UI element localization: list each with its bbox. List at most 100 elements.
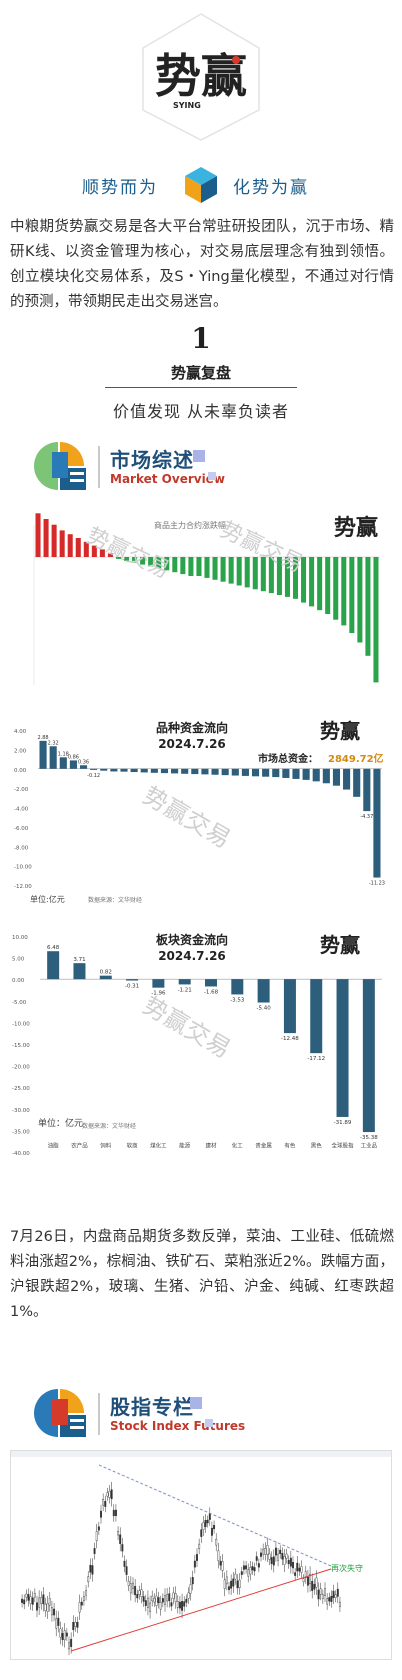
chart3-data-label: -35.38 xyxy=(360,1135,378,1141)
stock-index-header: 股指专栏 Stock Index Futures xyxy=(30,1385,390,1445)
chart1-bar xyxy=(228,557,234,584)
chart3-bar xyxy=(257,979,270,1003)
chart2-bar xyxy=(221,768,229,776)
chart3-category-label: 黑色 xyxy=(311,1142,323,1150)
chart3-category-label: 化工 xyxy=(232,1142,244,1150)
candle-body xyxy=(68,1642,70,1650)
candle-body xyxy=(157,1597,160,1603)
candle-body xyxy=(159,1602,162,1610)
chart3-bar xyxy=(178,979,191,985)
chart2-bar xyxy=(373,768,381,878)
chart1-bar xyxy=(301,557,307,603)
chart2-ytick: -8.00 xyxy=(14,845,29,851)
chart2-bar xyxy=(181,768,189,774)
chart3-bar xyxy=(152,979,165,988)
chart2-ytick: -2.00 xyxy=(14,787,29,793)
candle-body xyxy=(25,1593,28,1598)
candle-body xyxy=(217,1550,220,1561)
candle-body xyxy=(108,1491,111,1498)
chart3-category-label: 建材 xyxy=(205,1142,217,1150)
candle-body xyxy=(151,1595,154,1602)
chart1-bar xyxy=(333,557,339,620)
candle-body xyxy=(206,1519,209,1524)
candle-body xyxy=(114,1509,117,1516)
candle-body xyxy=(183,1601,186,1607)
candle-body xyxy=(164,1595,166,1605)
candle-body xyxy=(44,1603,47,1611)
candle-body xyxy=(255,1556,258,1561)
chart3-data-label: -5.40 xyxy=(256,1006,271,1012)
candle-body xyxy=(249,1567,252,1575)
stock-annotation: 再次失守 xyxy=(331,1563,363,1573)
candle-body xyxy=(225,1576,228,1585)
candle-body xyxy=(202,1522,205,1530)
candle-body xyxy=(253,1567,256,1572)
candle-body xyxy=(240,1571,243,1575)
chart2-bar xyxy=(110,768,118,772)
candle-body xyxy=(306,1576,309,1586)
candle-body xyxy=(134,1586,137,1596)
slogan-left: 顺势而为 xyxy=(82,178,158,198)
candle-body xyxy=(36,1602,38,1611)
chart3-source: 数据来源：文华财经 xyxy=(82,1122,136,1130)
candle-body xyxy=(321,1594,324,1600)
candle-body xyxy=(210,1527,213,1536)
chart3-ytick: -5.00 xyxy=(12,1000,27,1006)
chart1-bar xyxy=(349,557,355,633)
candle-body xyxy=(260,1552,262,1557)
candle-body xyxy=(23,1599,26,1605)
candle-body xyxy=(119,1534,122,1544)
chart1-bar xyxy=(268,557,274,594)
svg-text:势赢: 势赢 xyxy=(320,933,360,957)
candle-body xyxy=(298,1567,301,1572)
candle-body xyxy=(326,1598,329,1605)
chart2-bar xyxy=(332,768,341,786)
candle-body xyxy=(42,1594,45,1605)
chart2-bar xyxy=(262,768,270,777)
chart1-bar xyxy=(220,557,226,582)
chart2-bar xyxy=(140,768,148,773)
candle-body xyxy=(63,1630,66,1641)
chart3-category-label: 贵金属 xyxy=(255,1142,272,1150)
chart3-title: 板块资金流向 xyxy=(156,932,228,947)
chart2-ytick: 0.00 xyxy=(14,768,27,774)
chart2-bar xyxy=(150,768,158,773)
candle-body xyxy=(176,1600,179,1608)
chart3-bar xyxy=(362,979,375,1133)
chart1-bar xyxy=(115,557,122,559)
chart1-bar xyxy=(124,557,130,561)
chart2-bar xyxy=(312,768,320,782)
chart3-bar xyxy=(283,979,296,1034)
candle-body xyxy=(272,1556,275,1566)
candle-body xyxy=(257,1563,260,1568)
chart2-bar xyxy=(272,768,280,778)
candle-body xyxy=(294,1572,297,1576)
chart1-bar xyxy=(236,557,242,586)
chart2-bar xyxy=(69,760,77,769)
logo-brand: SYING xyxy=(173,101,201,110)
candle-body xyxy=(319,1588,322,1595)
candle-body xyxy=(336,1588,339,1597)
chart3-ytick: -40.00 xyxy=(12,1151,30,1155)
candle-body xyxy=(89,1564,92,1573)
chart3-data-label: -12.48 xyxy=(281,1036,299,1042)
candle-body xyxy=(200,1529,203,1537)
candle-body xyxy=(31,1597,34,1605)
candle-body xyxy=(187,1592,190,1599)
candle-body xyxy=(100,1510,102,1518)
candle-body xyxy=(309,1573,312,1585)
candle-body xyxy=(166,1594,169,1602)
chart3-category-label: 有色 xyxy=(284,1142,296,1150)
candle-body xyxy=(87,1576,90,1583)
chart1-bar xyxy=(292,557,299,599)
candle-body xyxy=(125,1566,128,1575)
chart3-bar xyxy=(336,979,349,1117)
chart3-category-label: 农产品 xyxy=(71,1142,88,1150)
candle-body xyxy=(317,1589,320,1600)
candle-body xyxy=(208,1513,211,1520)
chart2-bar xyxy=(302,768,310,780)
chart2-ytick: -6.00 xyxy=(14,826,29,832)
candle-body xyxy=(281,1553,284,1560)
section-number: 1 xyxy=(191,322,211,355)
candle-body xyxy=(213,1525,216,1530)
